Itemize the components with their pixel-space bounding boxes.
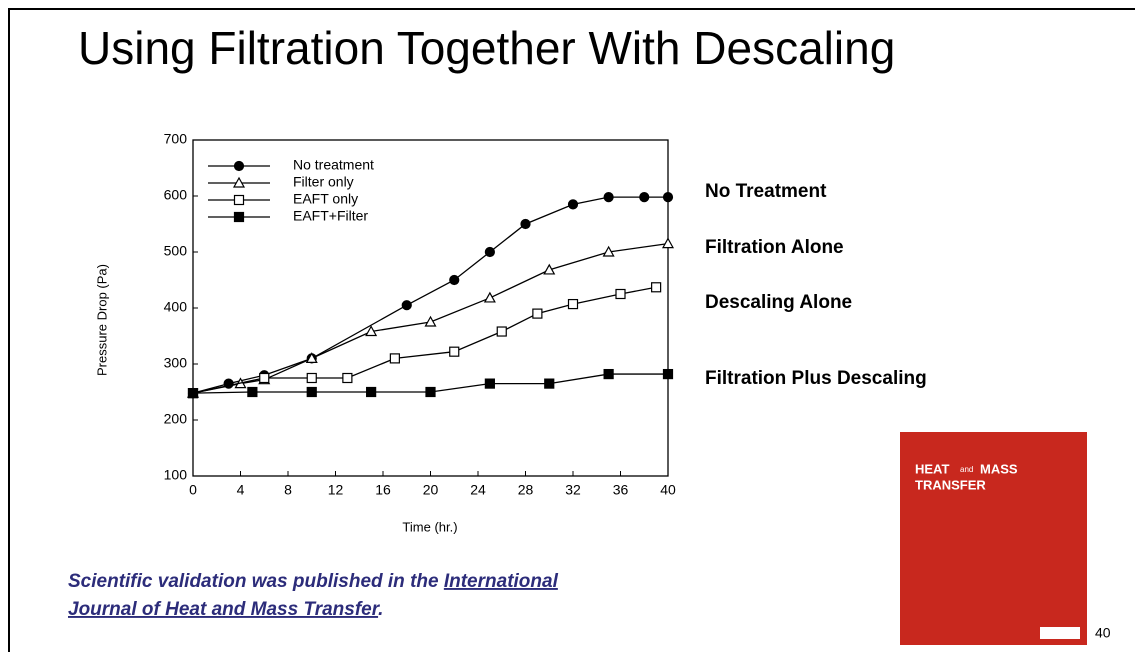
marker bbox=[343, 374, 352, 383]
legend-label: EAFT only bbox=[293, 191, 358, 207]
marker bbox=[485, 248, 494, 257]
marker bbox=[569, 200, 578, 209]
marker bbox=[450, 276, 459, 285]
y-tick-label: 100 bbox=[164, 467, 188, 483]
marker bbox=[390, 354, 399, 363]
y-tick-label: 200 bbox=[164, 411, 188, 427]
y-tick-label: 600 bbox=[164, 187, 188, 203]
plot-frame bbox=[193, 140, 668, 476]
slide: Using Filtration Together With Descaling… bbox=[0, 0, 1135, 652]
marker bbox=[664, 370, 673, 379]
marker bbox=[485, 293, 495, 302]
x-tick-label: 40 bbox=[660, 482, 676, 498]
marker bbox=[545, 379, 554, 388]
marker bbox=[367, 388, 376, 397]
marker bbox=[450, 347, 459, 356]
legend-label: Filter only bbox=[293, 174, 354, 190]
marker bbox=[426, 317, 436, 326]
legend-marker bbox=[235, 162, 244, 171]
x-tick-label: 24 bbox=[470, 482, 486, 498]
marker bbox=[604, 370, 613, 379]
annotation: Descaling Alone bbox=[705, 292, 852, 313]
caption-end: . bbox=[378, 599, 383, 620]
journal-cover: HEAT and MASS TRANSFER bbox=[900, 432, 1087, 645]
caption-text: Scientific validation was published in t… bbox=[68, 571, 444, 592]
marker bbox=[260, 374, 269, 383]
marker bbox=[640, 193, 649, 202]
x-tick-label: 16 bbox=[375, 482, 391, 498]
annotation: Filtration Plus Descaling bbox=[705, 368, 927, 389]
x-tick-label: 28 bbox=[518, 482, 534, 498]
cover-title: HEAT bbox=[915, 461, 949, 476]
x-tick-label: 12 bbox=[328, 482, 344, 498]
caption-link: International bbox=[444, 571, 559, 592]
x-tick-label: 32 bbox=[565, 482, 581, 498]
series-line bbox=[193, 197, 668, 393]
marker bbox=[664, 193, 673, 202]
cover-title: MASS bbox=[980, 461, 1018, 476]
marker bbox=[307, 374, 316, 383]
y-tick-label: 500 bbox=[164, 243, 188, 259]
legend-label: EAFT+Filter bbox=[293, 208, 368, 224]
cover-barcode bbox=[1040, 627, 1080, 639]
marker bbox=[307, 388, 316, 397]
x-tick-label: 0 bbox=[189, 482, 197, 498]
marker bbox=[402, 301, 411, 310]
cover-title: TRANSFER bbox=[915, 477, 986, 492]
caption: Scientific validation was published in t… bbox=[68, 571, 559, 620]
legend-marker bbox=[235, 196, 244, 205]
y-axis-label: Pressure Drop (Pa) bbox=[94, 264, 109, 376]
cover-title: and bbox=[960, 465, 973, 474]
marker bbox=[533, 309, 542, 318]
annotation: Filtration Alone bbox=[705, 237, 844, 258]
marker bbox=[189, 389, 198, 398]
legend-label: No treatment bbox=[293, 157, 374, 173]
y-tick-label: 700 bbox=[164, 131, 188, 147]
caption-link: Journal of Heat and Mass Transfer bbox=[68, 599, 381, 620]
marker bbox=[604, 193, 613, 202]
annotation: No Treatment bbox=[705, 181, 827, 202]
legend-marker bbox=[235, 213, 244, 222]
marker bbox=[485, 379, 494, 388]
x-tick-label: 36 bbox=[613, 482, 629, 498]
marker bbox=[426, 388, 435, 397]
marker bbox=[497, 327, 506, 336]
marker bbox=[663, 239, 673, 248]
marker bbox=[248, 388, 257, 397]
x-tick-label: 4 bbox=[237, 482, 245, 498]
marker bbox=[569, 300, 578, 309]
marker bbox=[616, 290, 625, 299]
slide-title: Using Filtration Together With Descaling bbox=[78, 22, 895, 74]
x-axis-label: Time (hr.) bbox=[402, 519, 457, 534]
y-tick-label: 400 bbox=[164, 299, 188, 315]
marker bbox=[521, 220, 530, 229]
y-tick-label: 300 bbox=[164, 355, 188, 371]
marker bbox=[652, 283, 661, 292]
x-tick-label: 20 bbox=[423, 482, 439, 498]
x-tick-label: 8 bbox=[284, 482, 292, 498]
page-number: 40 bbox=[1095, 625, 1111, 641]
